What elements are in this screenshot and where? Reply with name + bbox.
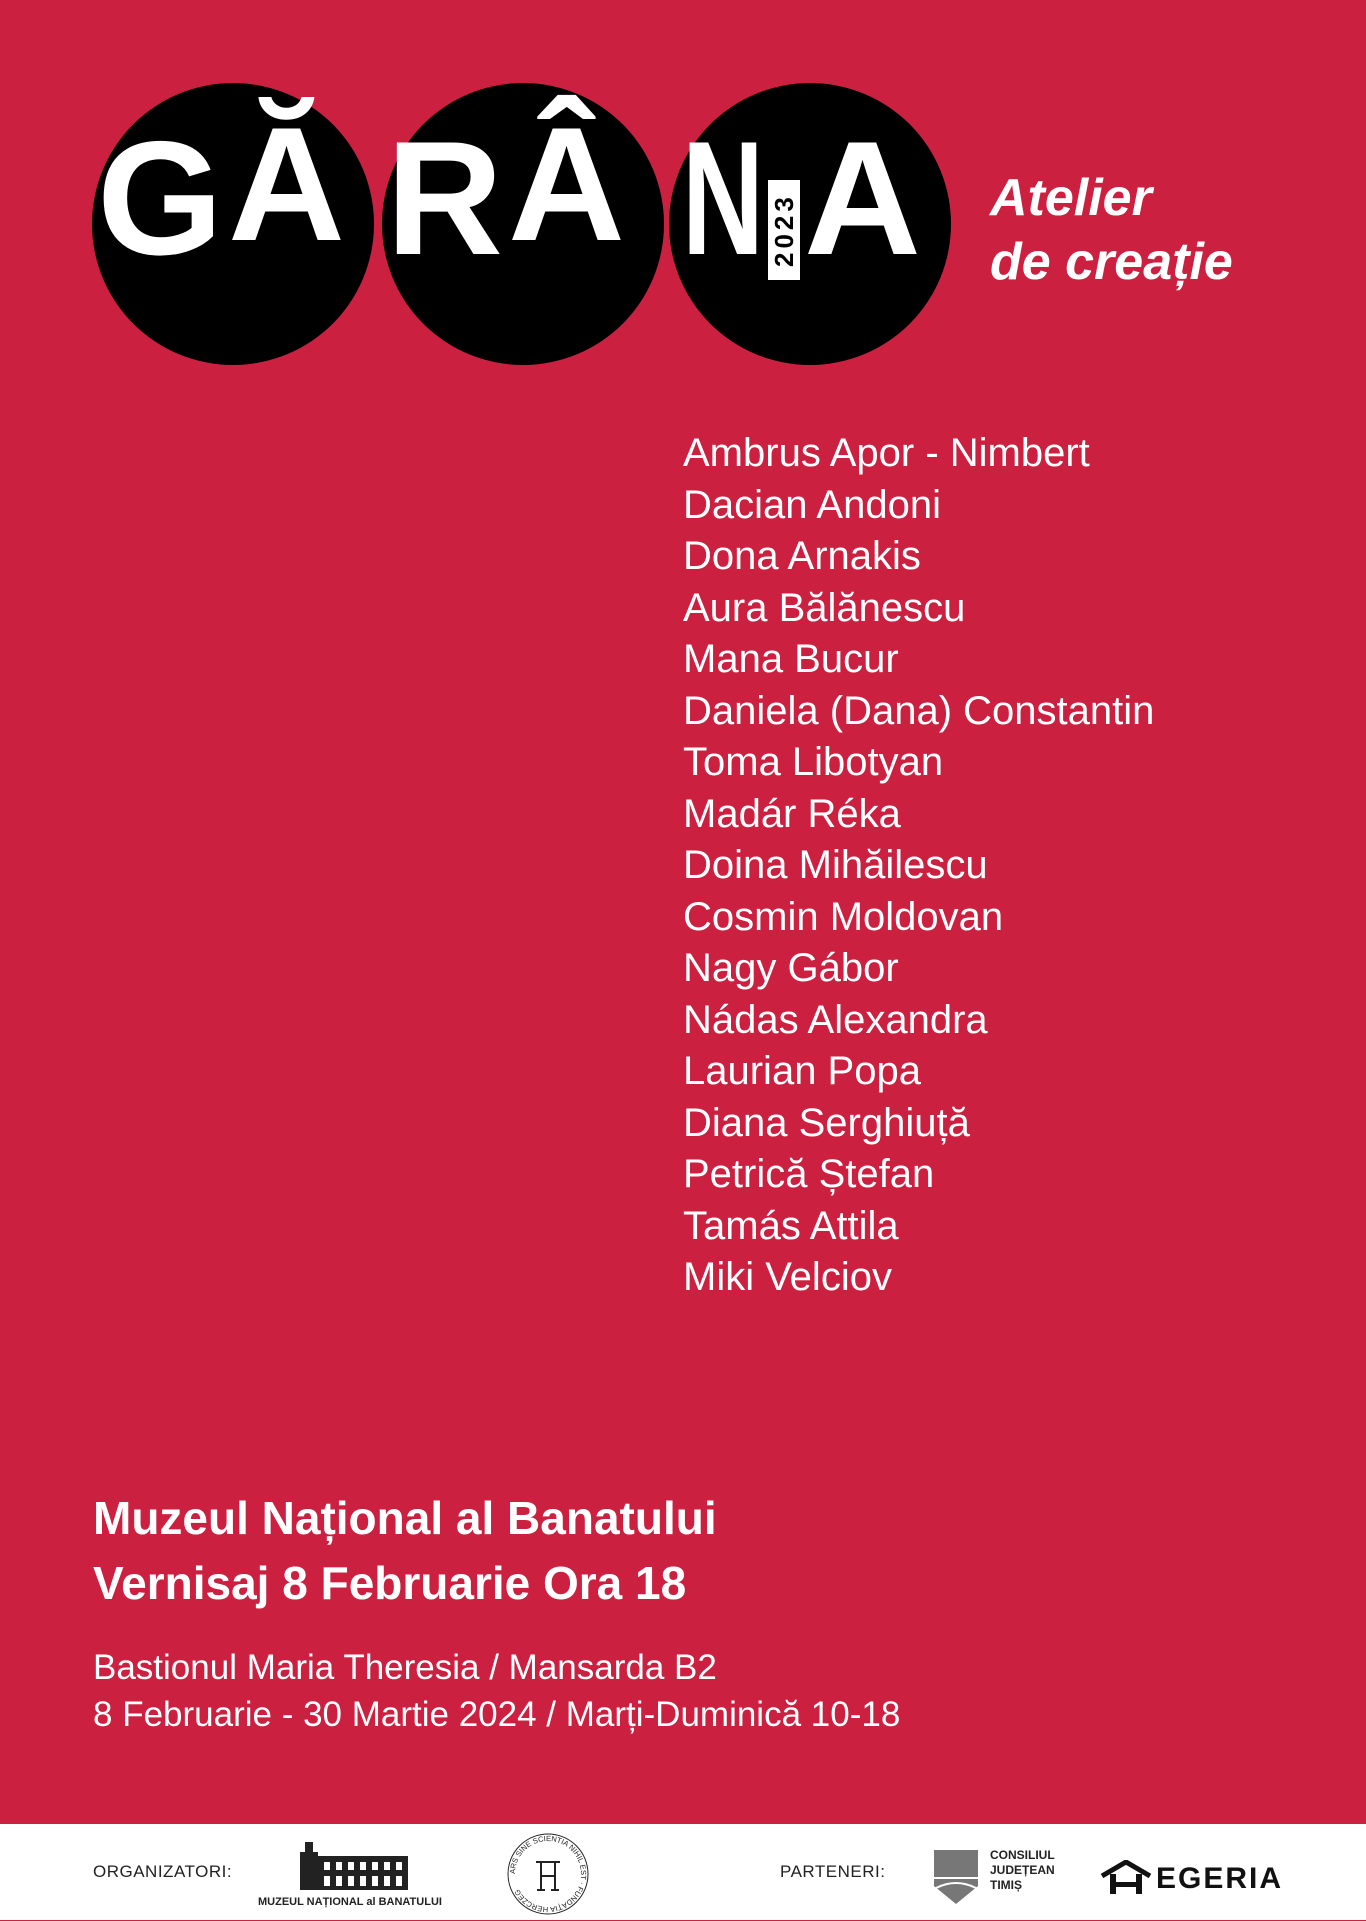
logo-letter: R [386, 108, 503, 289]
council-logo-text: JUDEȚEAN [990, 1863, 1055, 1877]
logo-circle [669, 83, 951, 365]
museum-building-icon [300, 1842, 408, 1890]
artist-name: Ambrus Apor - Nimbert [683, 431, 1090, 475]
artist-name: Diana Serghiuță [683, 1100, 970, 1145]
museum-logo-text: MUZEUL NAȚIONAL al BANATULUI [258, 1896, 442, 1908]
artist-name: Toma Libotyan [683, 740, 944, 784]
dates-info: 8 Februarie - 30 Martie 2024 / Marți-Dum… [93, 1695, 901, 1734]
artist-name: Laurian Popa [683, 1049, 921, 1093]
artist-name: Cosmin Moldovan [683, 894, 1004, 939]
logo-year: 2023 [768, 180, 800, 280]
artist-name: Madár Réka [683, 791, 901, 836]
logo-circle [382, 83, 664, 365]
council-logo-text: CONSILIUL [990, 1848, 1055, 1862]
artist-name: Nádas Alexandra [683, 997, 988, 1042]
logo-letter: A [804, 108, 921, 289]
artist-name: Dona Arnakis [683, 534, 921, 578]
foundation-logo: ARS SINE SCIENTIA NIHIL EST · FUNDAȚIA H… [506, 1832, 590, 1916]
museum-logo: MUZEUL NAȚIONAL al BANATULUI [258, 1838, 473, 1910]
logo-letter: Ă [228, 94, 345, 275]
partners-label: PARTENERI: [780, 1862, 886, 1881]
egeria-logo: EGERIA [1100, 1860, 1300, 1896]
council-logo-text: TIMIȘ [990, 1878, 1022, 1892]
artist-name: Mana Bucur [683, 637, 899, 681]
logo-letter: N [682, 108, 764, 289]
artist-name: Miki Velciov [683, 1255, 892, 1299]
subtitle-line1: Atelier [990, 169, 1152, 227]
logo-letter: Â [508, 94, 625, 275]
egeria-house-icon [1100, 1860, 1152, 1894]
artist-name: Aura Bălănescu [683, 585, 966, 630]
location-info: Bastionul Maria Theresia / Mansarda B2 [93, 1648, 717, 1687]
artist-name: Tamás Attila [683, 1203, 899, 1248]
subtitle-line2: de creație [990, 233, 1233, 291]
artist-name: Petrică Ștefan [683, 1152, 935, 1196]
council-logo: CONSILIUL JUDEȚEAN TIMIȘ [932, 1848, 1072, 1906]
footer: ORGANIZATORI: MUZEUL NAȚIONAL al BANATUL… [0, 1824, 1366, 1920]
artist-name: Nagy Gábor [683, 946, 899, 990]
artist-list: Ambrus Apor - Nimbert Dacian Andoni Dona… [683, 428, 1154, 1304]
opening-info: Vernisaj 8 Februarie Ora 18 [93, 1557, 687, 1609]
foundation-seal-icon: ARS SINE SCIENTIA NIHIL EST · FUNDAȚIA H… [507, 1833, 589, 1915]
museum-name: Muzeul Național al Banatului [93, 1492, 717, 1544]
artist-name: Dacian Andoni [683, 482, 941, 527]
council-crest-icon [934, 1850, 978, 1904]
logo-letter: G [97, 108, 223, 289]
artist-name: Daniela (Dana) Constantin [683, 688, 1155, 733]
logo-circle [92, 83, 374, 365]
artist-name: Doina Mihăilescu [683, 843, 988, 887]
organizers-label: ORGANIZATORI: [93, 1862, 233, 1881]
egeria-logo-text: EGERIA [1156, 1862, 1284, 1895]
